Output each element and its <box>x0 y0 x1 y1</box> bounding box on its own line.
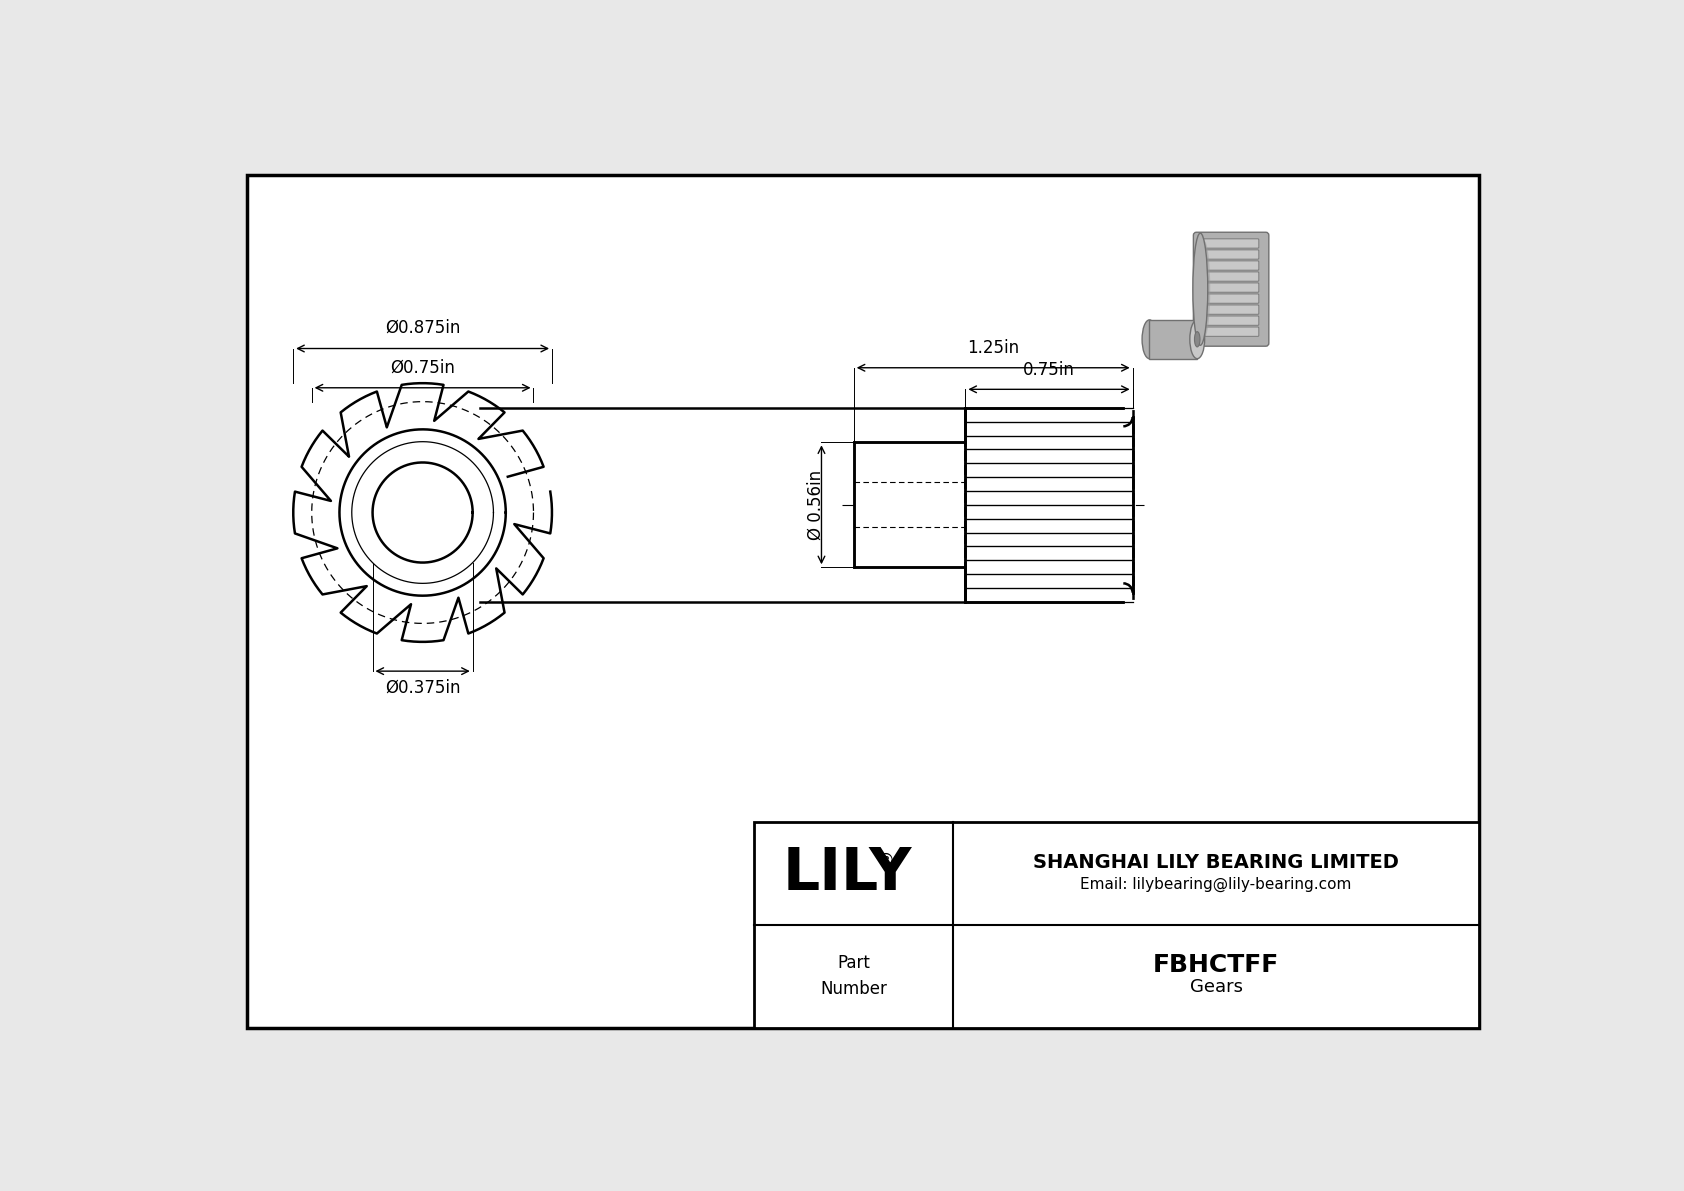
Polygon shape <box>1150 320 1197 358</box>
Text: 1.25in: 1.25in <box>967 339 1019 357</box>
FancyBboxPatch shape <box>1199 261 1260 270</box>
FancyBboxPatch shape <box>1199 239 1260 248</box>
Text: 0.75in: 0.75in <box>1024 361 1074 379</box>
Text: FBHCTFF: FBHCTFF <box>1154 954 1280 978</box>
Ellipse shape <box>1194 331 1201 347</box>
Bar <box>965 407 1133 601</box>
FancyBboxPatch shape <box>1199 305 1260 314</box>
FancyBboxPatch shape <box>1199 328 1260 336</box>
Text: Ø0.875in: Ø0.875in <box>386 318 460 336</box>
Ellipse shape <box>1191 320 1204 358</box>
Ellipse shape <box>1192 233 1207 345</box>
Text: Email: lilybearing@lily-bearing.com: Email: lilybearing@lily-bearing.com <box>1081 877 1352 892</box>
Ellipse shape <box>1142 320 1157 358</box>
Text: SHANGHAI LILY BEARING LIMITED: SHANGHAI LILY BEARING LIMITED <box>1034 853 1399 872</box>
FancyBboxPatch shape <box>1199 294 1260 304</box>
Ellipse shape <box>1197 241 1211 338</box>
Text: LILY: LILY <box>783 844 913 902</box>
FancyBboxPatch shape <box>1199 272 1260 281</box>
FancyBboxPatch shape <box>1194 232 1268 347</box>
Text: Gears: Gears <box>1189 978 1243 996</box>
FancyBboxPatch shape <box>1199 316 1260 325</box>
Text: Ø 0.56in: Ø 0.56in <box>807 469 823 540</box>
Text: ®: ® <box>877 852 894 871</box>
Text: Ø0.75in: Ø0.75in <box>391 358 455 376</box>
Text: Ø0.375in: Ø0.375in <box>386 679 460 697</box>
Bar <box>754 822 1479 1028</box>
Text: Part
Number: Part Number <box>820 954 887 998</box>
Bar <box>854 442 965 567</box>
FancyBboxPatch shape <box>1199 283 1260 292</box>
FancyBboxPatch shape <box>1199 250 1260 260</box>
